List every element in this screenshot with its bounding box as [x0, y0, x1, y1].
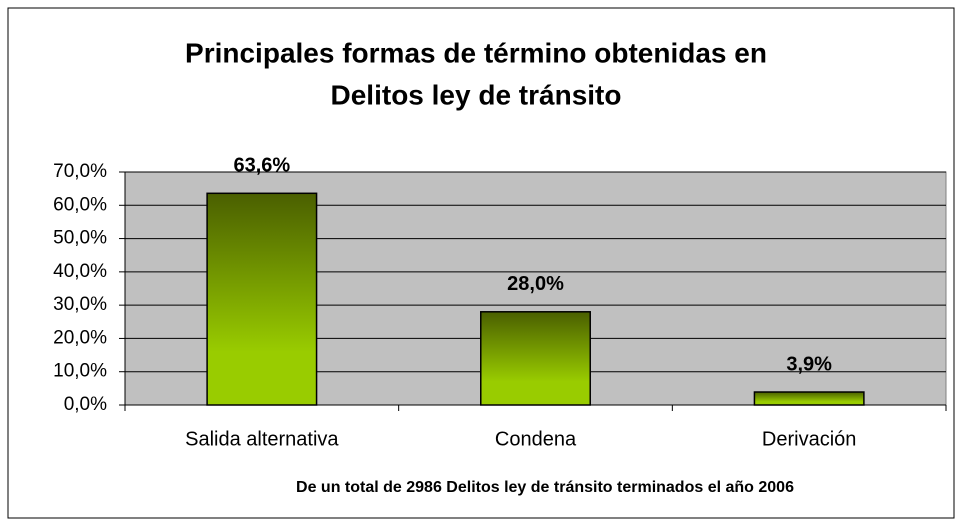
y-tick-label: 0,0%	[64, 394, 107, 415]
y-tick-label: 10,0%	[53, 361, 107, 382]
x-tick-label: Derivación	[762, 428, 856, 450]
chart-title: Principales formas de término obtenidas …	[185, 37, 767, 68]
y-tick-label: 70,0%	[53, 161, 107, 182]
y-tick-label: 60,0%	[53, 194, 107, 215]
chart-title: Delitos ley de tránsito	[331, 79, 622, 110]
x-tick-label: Condena	[495, 428, 577, 450]
bar	[480, 311, 591, 406]
x-tick-label: Salida alternativa	[185, 428, 339, 450]
bar	[753, 391, 865, 406]
bar	[206, 192, 318, 406]
data-label: 3,9%	[786, 353, 832, 375]
data-label: 28,0%	[507, 273, 564, 295]
x-axis-label: De un total de 2986 Delitos ley de tráns…	[296, 479, 794, 496]
data-label: 63,6%	[233, 155, 290, 177]
y-tick-label: 20,0%	[53, 327, 107, 348]
y-tick-label: 30,0%	[53, 294, 107, 315]
y-tick-label: 40,0%	[53, 261, 107, 282]
y-tick-label: 50,0%	[53, 228, 107, 249]
